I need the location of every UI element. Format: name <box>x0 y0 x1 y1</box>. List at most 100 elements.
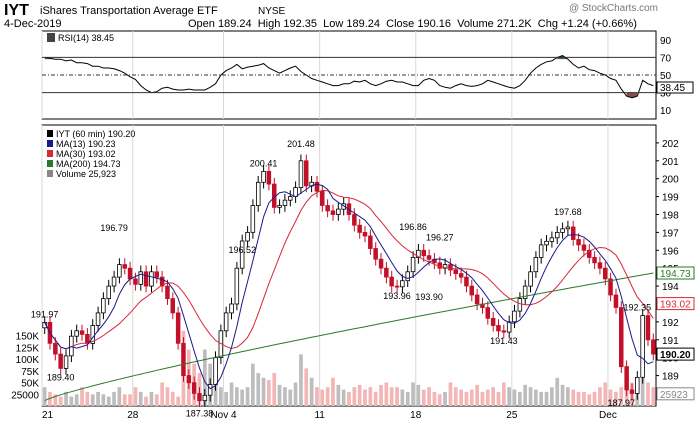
volume-bar <box>389 387 394 406</box>
volume-bar <box>603 382 608 406</box>
volume-bar <box>277 384 282 406</box>
volume-bar <box>502 382 506 406</box>
volume-bar <box>453 387 458 406</box>
candle-body <box>544 240 549 246</box>
volume-tick-label: 100K <box>16 355 40 366</box>
candle-body <box>629 389 635 394</box>
legend-swatch <box>47 170 53 177</box>
volume-bar <box>224 391 228 406</box>
candle-body <box>191 382 197 394</box>
volume-bar <box>592 391 597 406</box>
candle-body <box>496 325 501 332</box>
candle-body <box>165 285 170 300</box>
rsi-legend-swatch <box>47 33 55 42</box>
candle-body <box>651 339 656 355</box>
candle-body <box>154 271 159 278</box>
volume-bar <box>133 387 138 406</box>
volume-bar <box>112 391 116 406</box>
volume-bar <box>469 389 474 406</box>
price-tick-label: 192 <box>662 318 679 329</box>
price-tick-label: 197 <box>662 228 679 239</box>
candle-body <box>314 181 320 192</box>
candle-body <box>517 298 523 312</box>
legend-swatch <box>47 150 53 157</box>
volume-bar <box>614 391 618 406</box>
x-tick-label: 11 <box>314 410 325 421</box>
rsi-overbought-fill <box>44 57 61 60</box>
price-annotation: 189.40 <box>47 372 75 382</box>
watermark: @ StockCharts.com <box>569 3 658 14</box>
price-annotation: 193.96 <box>383 291 411 301</box>
candle-body <box>389 276 394 287</box>
x-tick-label: 28 <box>127 410 139 421</box>
candle-body <box>223 312 229 332</box>
candle-body <box>501 330 507 333</box>
candle-body <box>133 278 138 285</box>
volume-bar <box>587 394 592 407</box>
volume-bar <box>74 394 79 407</box>
volume-bar <box>448 382 453 406</box>
candle-body <box>373 248 378 260</box>
rsi-line <box>44 55 654 99</box>
candle-body <box>298 160 304 189</box>
volume-bar <box>421 389 426 406</box>
candle-body <box>282 199 288 206</box>
volume-bar <box>566 387 570 406</box>
volume-bar <box>117 387 122 406</box>
quote-line: Open 189.24 High 192.35 Low 189.24 Close… <box>188 18 637 30</box>
volume-bar <box>523 384 527 406</box>
volume-bar <box>336 384 341 406</box>
candle-body <box>58 353 63 369</box>
candle-body <box>122 264 128 269</box>
volume-bar <box>154 394 159 407</box>
candle-body <box>53 342 58 355</box>
price-tick-label: 196 <box>662 246 679 257</box>
price-panel: 191.97 189.40 196.79 187.38 200.41 196.52 201.… <box>11 124 695 421</box>
volume-bar <box>219 387 223 406</box>
candle-body <box>426 255 432 260</box>
volume-bar <box>251 363 255 406</box>
right-value-label: 194.73 <box>660 269 691 280</box>
volume-bar <box>96 391 100 406</box>
candle-body <box>400 280 405 288</box>
right-value-label: 25923 <box>660 390 688 401</box>
volume-bar <box>368 387 373 406</box>
candle-body <box>207 384 213 396</box>
volume-bar <box>576 391 581 406</box>
candle-body <box>95 312 101 326</box>
volume-bar <box>58 396 63 406</box>
volume-bar <box>325 387 330 406</box>
price-annotation: 196.27 <box>426 232 454 242</box>
volume-bar <box>544 391 549 406</box>
volume-bar <box>304 368 309 406</box>
volume-bar <box>646 382 650 406</box>
candle-body <box>555 231 560 239</box>
candle-body <box>229 303 234 314</box>
rsi-tick-label: 90 <box>660 36 672 47</box>
volume-tick-label: 25000 <box>11 390 39 401</box>
candle-body <box>603 267 608 280</box>
price-annotation: 193.90 <box>415 292 443 302</box>
candle-body <box>640 315 645 378</box>
security-name: iShares Transportation Average ETF <box>40 5 218 17</box>
volume-bar <box>608 389 613 406</box>
volume-bar <box>341 389 346 406</box>
candle-body <box>538 244 544 258</box>
candle-body <box>474 294 480 305</box>
rsi-reference-lines <box>42 56 656 94</box>
volume-bar <box>203 349 207 406</box>
volume-tick-label: 75K <box>21 367 39 378</box>
candle-body <box>565 226 571 230</box>
legend-swatch <box>47 140 53 147</box>
volume-bar <box>437 394 442 407</box>
candle-body <box>469 285 474 296</box>
volume-bar <box>363 389 367 406</box>
candle-body <box>319 190 325 206</box>
candle-body <box>571 226 576 240</box>
legend-label: MA(200) 194.73 <box>56 159 121 169</box>
volume-bar <box>395 387 399 406</box>
candle-body <box>597 262 603 269</box>
candle-body <box>533 256 539 273</box>
